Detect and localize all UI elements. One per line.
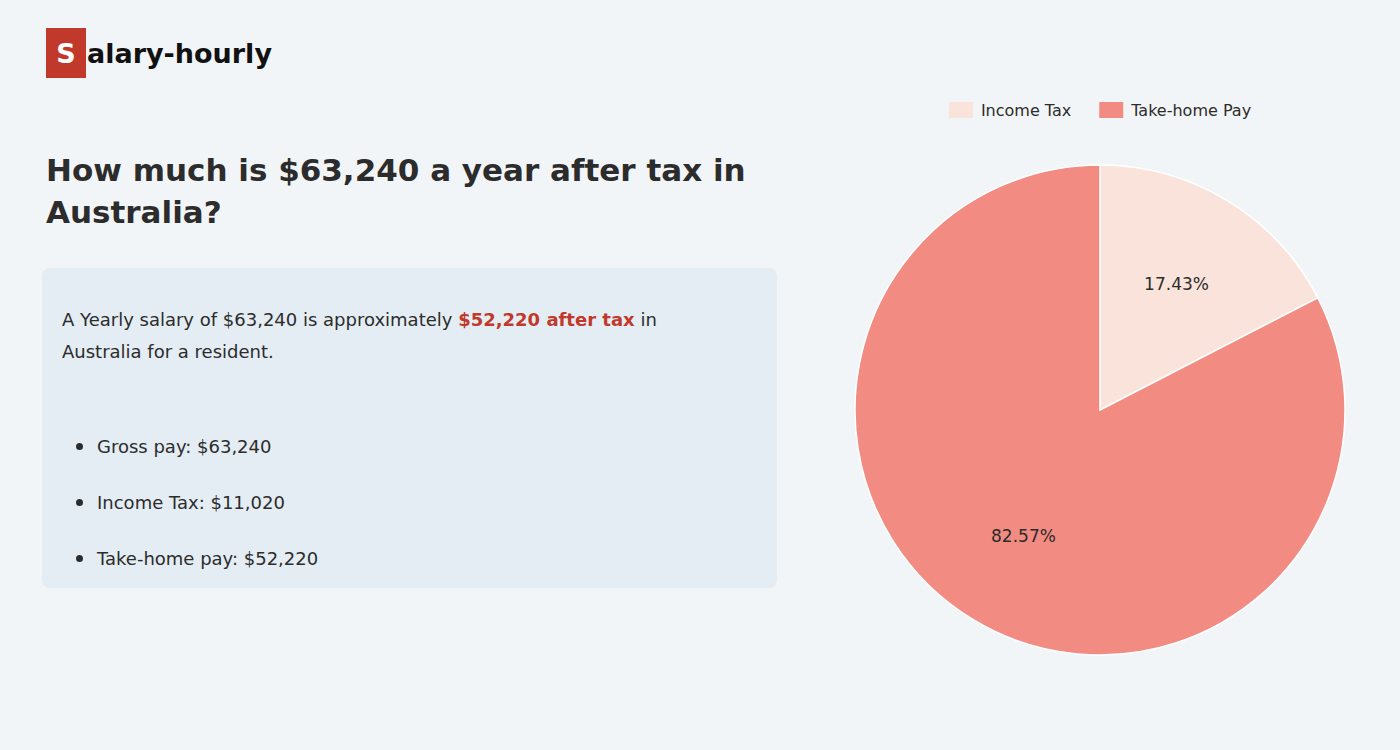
summary-line: A Yearly salary of $63,240 is approximat…	[62, 304, 762, 336]
slices	[855, 165, 1345, 655]
data-labels: 17.43% 82.57%	[991, 274, 1209, 545]
text-panel: Salary-hourly How much is $63,240 a year …	[0, 0, 800, 750]
logo-text: alary-hourly	[87, 38, 272, 69]
summary-highlight: $52,220 after tax	[458, 309, 635, 330]
summary-text: A Yearly salary of $63,240 is approximat…	[62, 309, 458, 330]
legend: Income Tax Take-home Pay	[949, 101, 1251, 120]
info-box: A Yearly salary of $63,240 is approximat…	[42, 268, 777, 588]
legend-swatch	[949, 102, 973, 118]
bullet-text: Income Tax: $11,020	[97, 492, 285, 513]
legend-label: Take-home Pay	[1130, 101, 1251, 120]
bullet-dot	[76, 499, 83, 506]
data-label: 82.57%	[991, 526, 1056, 546]
bullet-text: Take-home pay: $52,220	[97, 548, 318, 569]
summary-text: in	[635, 309, 657, 330]
legend-label: Income Tax	[981, 101, 1071, 120]
legend-item: Take-home Pay	[1099, 101, 1251, 120]
pie-chart: 17.43% 82.57% Income Tax Take-home Pay	[810, 0, 1390, 750]
bullet-item: Gross pay: $63,240	[76, 418, 318, 474]
data-label: 17.43%	[1144, 274, 1209, 294]
title: How much is $63,240 a year after tax in …	[46, 150, 786, 234]
logo-initial: S	[46, 28, 86, 78]
bullet-dot	[76, 443, 83, 450]
logo: Salary-hourly	[46, 28, 272, 78]
legend-item: Income Tax	[949, 101, 1071, 120]
pie-slice	[855, 165, 1345, 655]
bullet-item: Take-home pay: $52,220	[76, 530, 318, 586]
bullet-text: Gross pay: $63,240	[97, 436, 271, 457]
bullet-list: Gross pay: $63,240 Income Tax: $11,020 Tak…	[76, 418, 318, 586]
bullet-item: Income Tax: $11,020	[76, 474, 318, 530]
legend-swatch	[1099, 102, 1123, 118]
summary: A Yearly salary of $63,240 is approximat…	[62, 304, 762, 367]
summary-text: Australia for a resident.	[62, 336, 762, 368]
bullet-dot	[76, 555, 83, 562]
